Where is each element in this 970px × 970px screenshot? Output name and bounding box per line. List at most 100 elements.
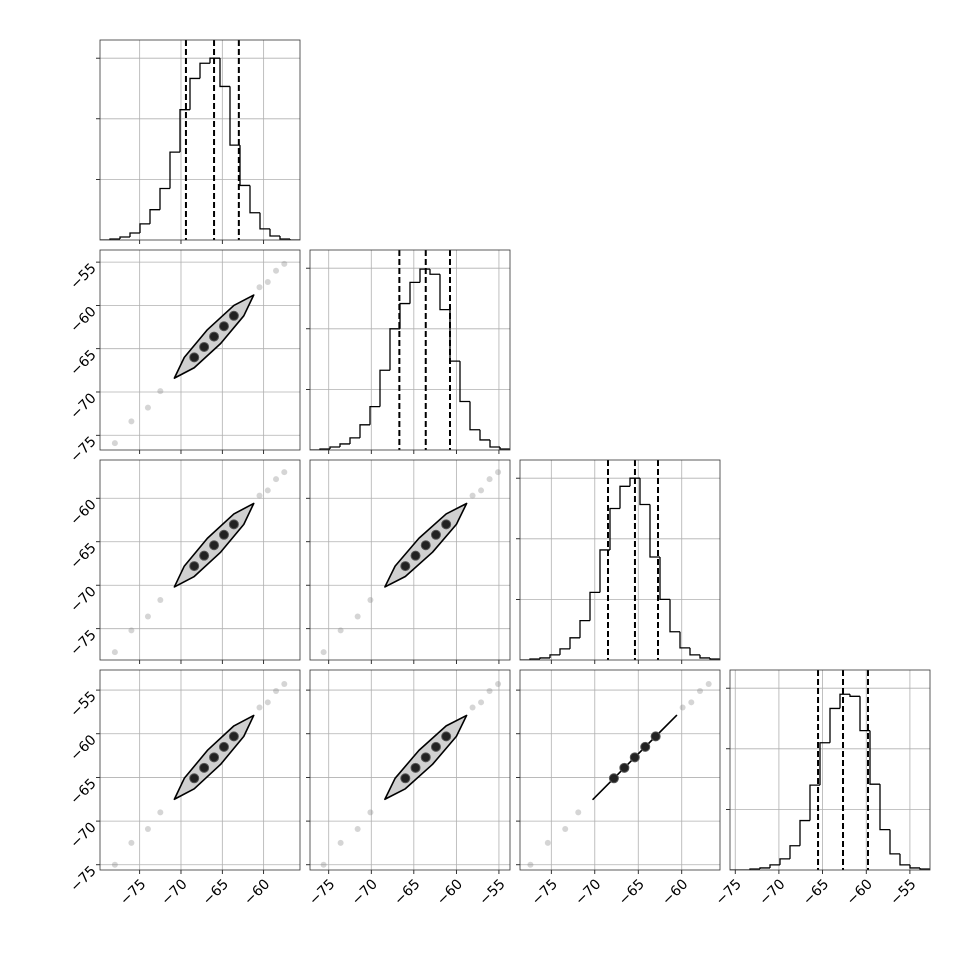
density-point bbox=[189, 561, 200, 572]
density-point bbox=[619, 762, 630, 773]
histogram-step bbox=[799, 819, 810, 846]
sample-point bbox=[128, 839, 135, 846]
density-point bbox=[430, 741, 441, 752]
panel-frame bbox=[309, 249, 511, 451]
density-point bbox=[199, 762, 210, 773]
sample-point bbox=[273, 267, 280, 274]
panel-frame bbox=[99, 459, 301, 661]
histogram-step bbox=[169, 151, 180, 189]
sample-point bbox=[486, 687, 493, 694]
sample-point bbox=[478, 699, 485, 706]
sample-point bbox=[705, 680, 712, 687]
density-point bbox=[218, 321, 229, 332]
panel bbox=[516, 459, 721, 664]
sample-point bbox=[111, 861, 118, 868]
histogram-step bbox=[149, 209, 160, 224]
panel bbox=[306, 459, 511, 664]
histogram-step bbox=[569, 637, 580, 649]
sample-point bbox=[144, 404, 151, 411]
histogram-step bbox=[909, 864, 920, 869]
histogram-step bbox=[599, 549, 610, 593]
sample-point bbox=[281, 260, 288, 267]
histogram-step bbox=[259, 212, 270, 230]
histogram-step bbox=[779, 858, 790, 865]
density-point bbox=[420, 752, 431, 763]
sample-point bbox=[144, 825, 151, 832]
sample-point bbox=[337, 627, 344, 634]
histogram-step bbox=[659, 556, 670, 601]
x-tick-label: −70 bbox=[158, 876, 190, 908]
sample-point bbox=[157, 809, 164, 816]
density-point bbox=[209, 752, 220, 763]
plot-area bbox=[310, 460, 510, 660]
histogram-step bbox=[289, 239, 300, 240]
x-tick-label: −65 bbox=[391, 876, 423, 908]
x-tick-label: −60 bbox=[659, 876, 691, 908]
density-point bbox=[199, 550, 210, 561]
histogram-step bbox=[229, 86, 240, 146]
density-point bbox=[420, 540, 431, 551]
histogram-step bbox=[499, 446, 510, 450]
density-point bbox=[228, 731, 239, 742]
density-point bbox=[189, 773, 200, 784]
plot-area bbox=[100, 460, 300, 660]
histogram-step bbox=[199, 62, 210, 79]
density-point bbox=[228, 310, 239, 321]
sample-point bbox=[575, 809, 582, 816]
density-point bbox=[189, 352, 200, 363]
sample-point bbox=[367, 809, 374, 816]
density-point bbox=[218, 529, 229, 540]
plot-area bbox=[100, 250, 300, 450]
sample-point bbox=[264, 699, 271, 706]
x-tick-label: −55 bbox=[887, 876, 919, 908]
y-tick-label: −70 bbox=[67, 390, 99, 422]
sample-point bbox=[273, 687, 280, 694]
sample-point bbox=[354, 613, 361, 620]
density-point bbox=[199, 341, 210, 352]
histogram-step bbox=[119, 236, 130, 240]
sample-point bbox=[128, 627, 135, 634]
histogram-step bbox=[649, 504, 660, 558]
x-tick-label: −70 bbox=[756, 876, 788, 908]
histogram-step bbox=[439, 274, 450, 311]
x-tick-label: −65 bbox=[616, 876, 648, 908]
panel: −75 −70 −65 −60 bbox=[67, 459, 301, 664]
sample-point bbox=[256, 492, 263, 499]
y-tick-label: −75 bbox=[67, 863, 99, 895]
plot-area bbox=[730, 670, 930, 870]
sample-point bbox=[337, 839, 344, 846]
histogram-step bbox=[669, 599, 680, 633]
density-point bbox=[410, 550, 421, 561]
plot-area bbox=[100, 40, 300, 240]
histogram-step bbox=[469, 401, 480, 431]
panel-frame bbox=[99, 249, 301, 451]
density-point bbox=[410, 762, 421, 773]
panel-frame bbox=[309, 669, 511, 871]
histogram-step bbox=[129, 232, 140, 237]
histogram-step bbox=[449, 309, 460, 362]
density-point bbox=[400, 773, 411, 784]
density-point bbox=[228, 519, 239, 530]
panel-frame bbox=[729, 669, 931, 871]
sample-point bbox=[469, 492, 476, 499]
x-tick-label: −75 bbox=[117, 876, 149, 908]
histogram-step bbox=[209, 57, 220, 64]
x-tick-label: −70 bbox=[349, 876, 381, 908]
histogram-step bbox=[689, 647, 700, 656]
y-tick-label: −65 bbox=[67, 540, 99, 572]
y-tick-label: −75 bbox=[67, 434, 99, 466]
histogram-step bbox=[869, 730, 880, 785]
density-point bbox=[650, 731, 661, 742]
histogram-step bbox=[159, 187, 170, 210]
histogram-step bbox=[459, 361, 470, 403]
density-point bbox=[640, 741, 651, 752]
y-tick-label: −55 bbox=[67, 260, 99, 292]
y-tick-label: −70 bbox=[67, 819, 99, 851]
density-point bbox=[400, 561, 411, 572]
y-tick-label: −60 bbox=[67, 732, 99, 764]
histogram-step bbox=[849, 694, 860, 697]
panel: −75 −70 −65 −60 bbox=[516, 669, 721, 909]
sample-point bbox=[320, 861, 327, 868]
histogram-step bbox=[219, 58, 230, 88]
